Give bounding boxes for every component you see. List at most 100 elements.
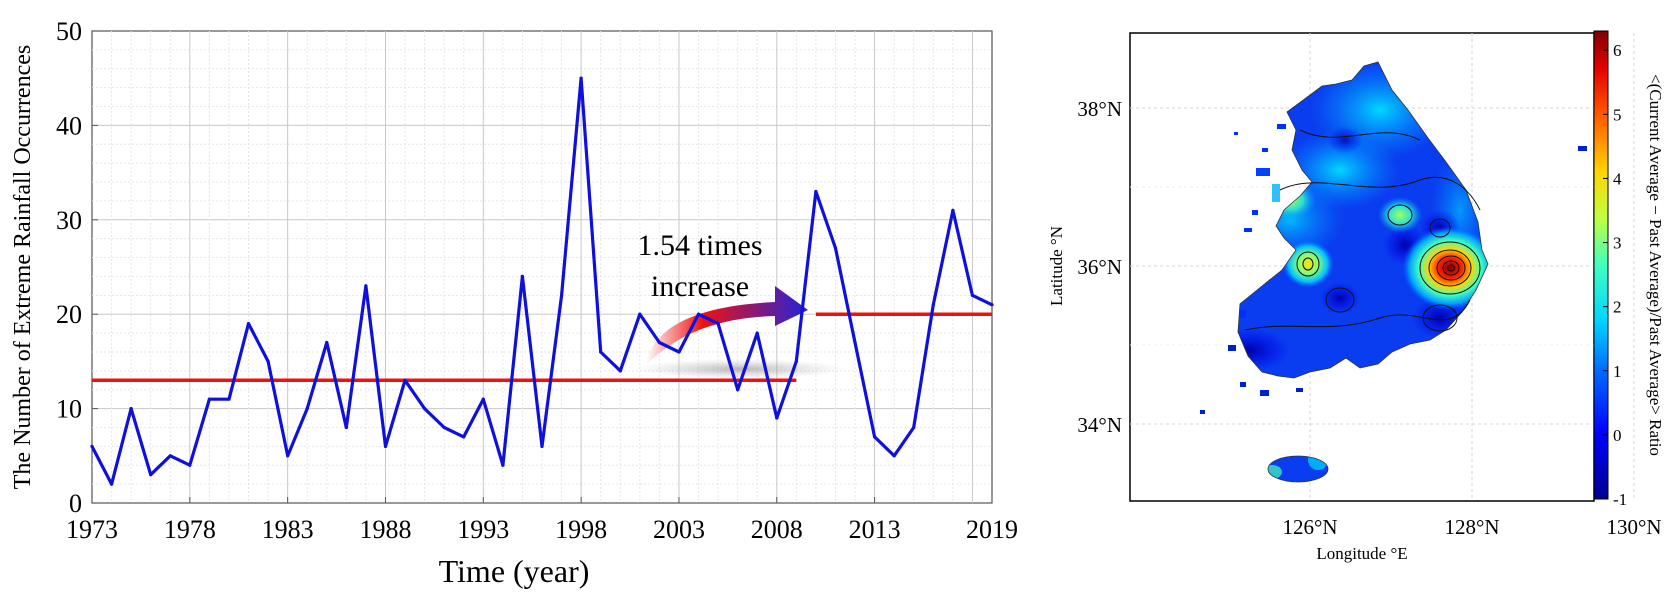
x-tick-label: 2013 (849, 515, 901, 544)
data-point (286, 454, 290, 458)
data-point (481, 397, 485, 401)
x-tick-label: 2008 (751, 515, 803, 544)
data-point (873, 435, 877, 439)
colorbar-tick-label: 5 (1613, 105, 1622, 124)
data-point (344, 425, 348, 430)
x-tick-label: 1983 (262, 515, 314, 544)
x-tick-label: 1988 (359, 515, 411, 544)
data-point (794, 359, 798, 363)
data-point (540, 444, 544, 448)
data-point (618, 369, 622, 373)
x-tick-label: 1978 (164, 515, 216, 544)
data-point (755, 331, 759, 335)
lon-tick-label: 128°N (1444, 515, 1499, 539)
data-point (599, 350, 603, 354)
data-point (833, 246, 838, 250)
data-point (207, 397, 211, 401)
data-point (520, 274, 525, 279)
data-point (951, 208, 955, 212)
lon-tick-label: 126°N (1282, 515, 1337, 539)
data-point (970, 293, 975, 297)
data-point (168, 454, 172, 458)
x-tick-label: 2003 (653, 515, 705, 544)
data-point (677, 350, 681, 354)
data-point (109, 482, 114, 486)
data-point (716, 322, 720, 326)
map-x-axis-label: Longitude °E (1316, 544, 1407, 563)
arrow-shadow (635, 359, 845, 379)
data-point (990, 303, 994, 307)
data-point (149, 473, 153, 477)
data-point (403, 378, 407, 382)
jeju-outline (1267, 455, 1329, 483)
data-point (559, 293, 564, 297)
map-chart: 126°N 128°N 130°N 38°N 36°N 34°N Longitude °… (1047, 30, 1665, 563)
x-tick-label: 1998 (555, 515, 607, 544)
annotation-line-2: increase (651, 270, 749, 303)
y-tick-label: 50 (56, 17, 82, 46)
data-point (696, 312, 701, 316)
lat-tick-label: 38°N (1077, 97, 1122, 121)
y-tick-label: 40 (56, 111, 82, 140)
lon-tick-label: 130°N (1606, 515, 1661, 539)
data-point (853, 340, 857, 345)
x-tick-label: 2019 (966, 515, 1018, 544)
data-point (501, 463, 505, 467)
data-point (266, 359, 270, 363)
average-lines (92, 312, 992, 383)
y-tick-label: 20 (56, 300, 82, 329)
y-tick-labels: 0 10 20 30 40 50 (56, 17, 98, 518)
colorbar-ticks: -1 0 1 2 3 4 5 6 (1603, 41, 1627, 509)
data-point (657, 340, 661, 345)
y-tick-label: 30 (56, 206, 82, 235)
colorbar-tick-label: -1 (1613, 490, 1627, 509)
data-point (305, 407, 309, 411)
data-point (638, 312, 642, 316)
colorbar-tick-label: 1 (1613, 362, 1622, 381)
data-point (227, 397, 231, 401)
data-point (912, 425, 916, 430)
lat-tick-labels: 38°N 36°N 34°N (1077, 97, 1122, 437)
data-point (579, 76, 583, 80)
lon-tick-labels: 126°N 128°N 130°N (1282, 515, 1661, 539)
series-line (90, 76, 994, 486)
y-axis-label: The Number of Extreme Rainfall Occurrenc… (10, 45, 36, 489)
colorbar-tick-label: 4 (1613, 169, 1622, 188)
colorbar-tick-label: 0 (1613, 426, 1622, 445)
data-point (892, 454, 896, 458)
x-tick-label: 1973 (66, 515, 118, 544)
colorbar-tick-label: 3 (1613, 234, 1622, 253)
data-point (931, 303, 935, 307)
y-tick-label: 10 (56, 395, 82, 424)
data-point (246, 322, 251, 326)
y-tick-label: 0 (69, 489, 82, 518)
map-y-axis-label: Latitude °N (1047, 226, 1066, 306)
data-point (442, 425, 446, 430)
data-point (364, 284, 368, 288)
increase-arrow (646, 286, 808, 365)
colorbar-tick-label: 2 (1613, 298, 1622, 317)
data-point (736, 388, 740, 392)
data-point (188, 463, 192, 467)
data-point (90, 444, 94, 448)
data-point (462, 435, 466, 439)
colorbar (1593, 30, 1609, 500)
data-point (383, 444, 388, 448)
colorbar-label: <(Current Average − Past Average)/Past A… (1646, 74, 1665, 456)
data-point (423, 407, 427, 411)
data-point (129, 407, 133, 411)
data-point (814, 189, 818, 194)
contour-lines (1244, 129, 1481, 332)
data-point (325, 340, 329, 345)
x-tick-label: 1993 (457, 515, 509, 544)
data-point (775, 416, 779, 420)
x-tick-labels: 1973 1978 1983 1988 1993 1998 2003 2008 2013 2019 (66, 497, 1018, 544)
line-chart: 1973 1978 1983 1988 1993 1998 2003 2008 2013 2019… (10, 17, 1018, 589)
korea-outline (1237, 61, 1489, 379)
annotation-line-1: 1.54 times (638, 229, 763, 262)
lat-tick-label: 34°N (1077, 413, 1122, 437)
lat-tick-label: 36°N (1077, 255, 1122, 279)
x-axis-label: Time (year) (439, 553, 590, 589)
small-islands (1200, 124, 1587, 414)
